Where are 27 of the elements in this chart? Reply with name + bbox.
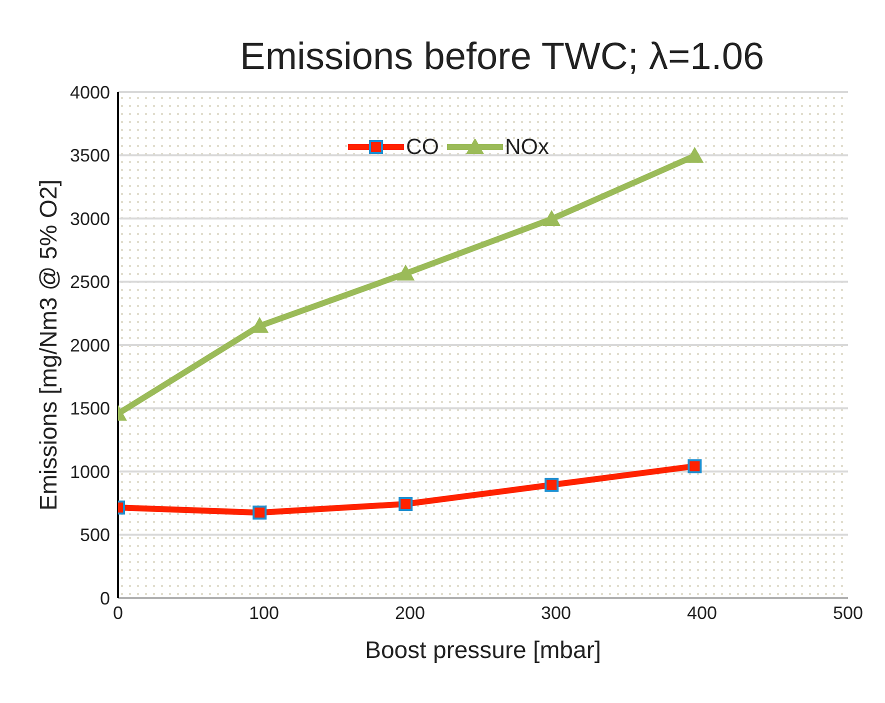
x-tick-label: 300 — [540, 602, 572, 623]
y-tick-label: 2000 — [70, 335, 110, 356]
point — [396, 264, 415, 281]
x-tick-label: 200 — [394, 602, 426, 623]
y-axis-title: Emissions [mg/Nm3 @ 5% O2] — [36, 179, 63, 511]
y-tick-label: 3000 — [70, 208, 110, 229]
y-tick-label: 0 — [100, 588, 110, 608]
x-tick-label: 400 — [686, 602, 718, 623]
point — [686, 146, 704, 163]
chart-title: Emissions before TWC; λ=1.06 — [240, 36, 764, 79]
y-tick-label: 2500 — [70, 272, 110, 292]
point — [252, 506, 267, 520]
y-tick-label: 1500 — [70, 398, 110, 419]
y-tick-label: 1000 — [70, 462, 110, 482]
legend-label: NOx — [504, 134, 549, 160]
x-tick-label: 500 — [832, 602, 864, 623]
legend-label: CO — [405, 134, 439, 160]
x-tick-label: 0 — [112, 602, 124, 623]
point — [398, 497, 413, 512]
x-axis-title: Boost pressure [mbar] — [364, 637, 602, 664]
point — [544, 478, 559, 492]
point — [542, 210, 561, 226]
y-tick-label: 4000 — [70, 82, 110, 102]
point — [688, 459, 702, 474]
y-tick-label: 500 — [80, 525, 110, 546]
y-tick-label: 3500 — [70, 146, 110, 166]
x-tick-label: 100 — [248, 602, 280, 623]
